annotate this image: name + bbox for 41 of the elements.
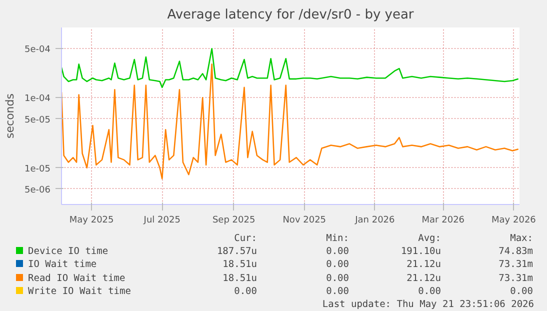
text: Max: (509, 233, 533, 244)
legend-label: Read IO Wait time (27, 272, 126, 285)
y-tick-label: 5e-06 (24, 185, 51, 196)
text: Last update: Thu May 21 23:51:06 2026 (321, 298, 534, 310)
text: 74.83m (498, 244, 533, 258)
text: Avg: (417, 233, 441, 244)
y-tick-label: 5e-05 (24, 115, 51, 126)
x-tick-label: Jul 2025 (142, 216, 180, 226)
x-tick-label: May 2026 (492, 216, 536, 226)
text: 0.00 (233, 285, 257, 298)
y-tick-label: 1e-05 (24, 164, 51, 174)
text: Min: (325, 233, 349, 244)
line-series (62, 64, 519, 180)
text: Cur: (233, 233, 257, 244)
text: 0.00 (509, 285, 533, 298)
text: 0.00 (325, 244, 349, 258)
text: 73.31m (498, 272, 533, 285)
legend-label: IO Wait time (27, 258, 98, 272)
text: 21.12u (406, 258, 441, 272)
x-tick-label: May 2025 (69, 216, 114, 226)
y-tick-label: 5e-04 (24, 45, 51, 56)
x-tick-label: Sep 2025 (212, 216, 256, 226)
y-axis-title: seconds (4, 93, 17, 138)
x-tick-label: Nov 2025 (282, 216, 326, 226)
text: 0.00 (325, 258, 349, 272)
line-series (62, 48, 519, 88)
text: 18.51u (222, 258, 257, 272)
text: 0.00 (325, 272, 349, 285)
text: 191.10u (400, 244, 441, 258)
text: 187.57u (216, 244, 257, 258)
text: 21.12u (406, 272, 441, 285)
chart-title: Average latency for /dev/sr0 - by year (167, 8, 414, 22)
x-tick-label: Jan 2026 (354, 216, 396, 226)
legend-label: Device IO time (27, 244, 110, 258)
x-tick-label: Mar 2026 (422, 216, 465, 226)
text: 0.00 (417, 285, 441, 298)
text: 0.00 (325, 285, 349, 298)
text: 73.31m (498, 258, 533, 272)
text: 18.51u (222, 272, 257, 285)
y-tick-label: 1e-04 (24, 94, 51, 104)
legend-label: Write IO Wait time (27, 285, 132, 298)
